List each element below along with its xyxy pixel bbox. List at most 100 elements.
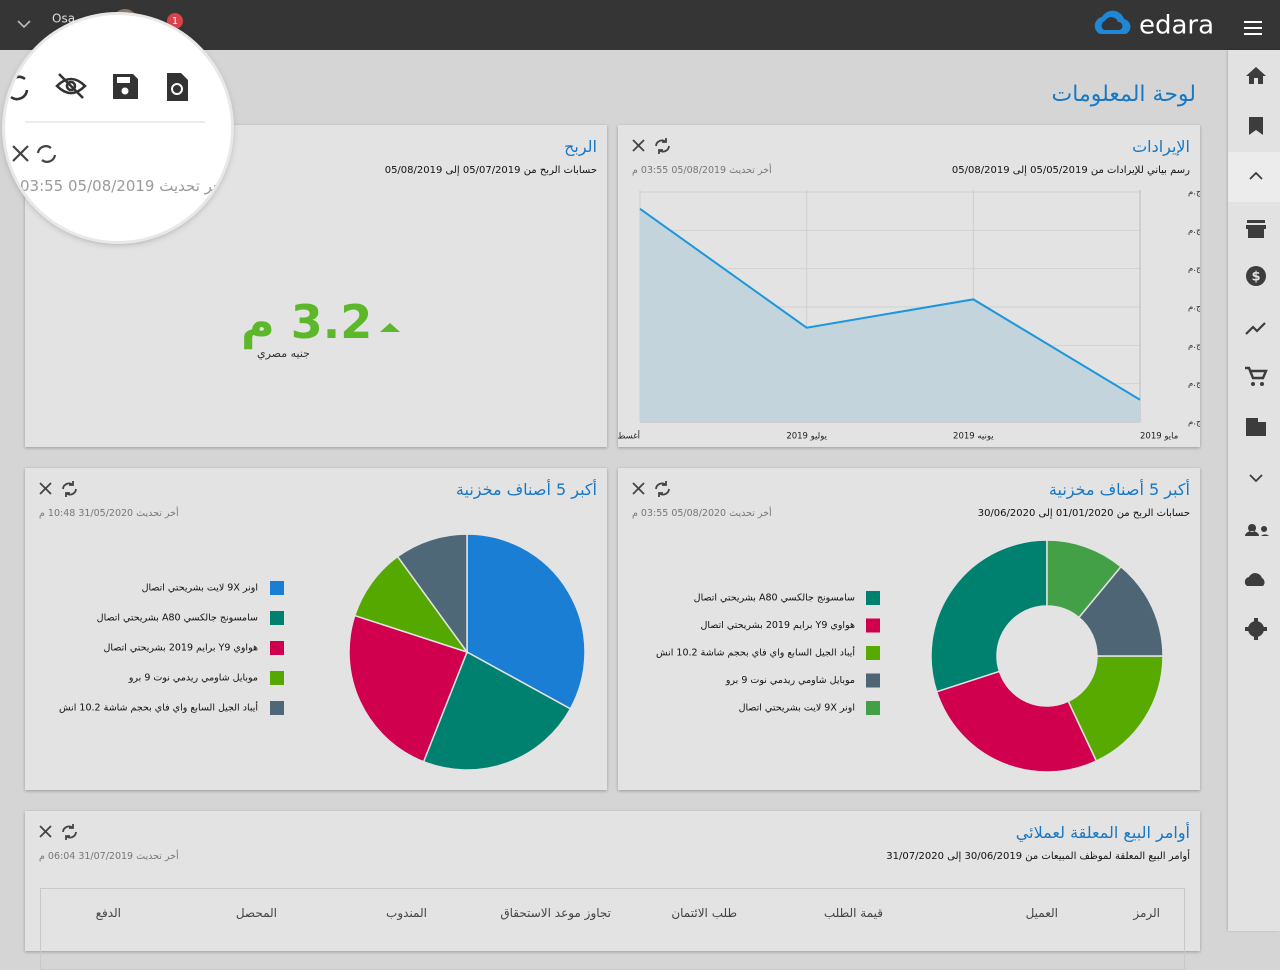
menu-button[interactable] (1244, 21, 1262, 35)
stock-pie-chart: اونر 9X لايت بشريحتي اتصال سامسونج جالكسي… (59, 533, 586, 771)
card-title: أكبر 5 أصناف مخزنية (455, 480, 597, 499)
trend-up-icon (380, 323, 400, 332)
legend-label: اونر 9X لايت بشريحتي اتصال (739, 703, 855, 714)
close-icon[interactable] (39, 825, 52, 838)
column-header[interactable]: طلب الائتمان (671, 906, 737, 920)
column-header[interactable]: المحصل (235, 906, 277, 920)
refresh-icon[interactable] (62, 824, 77, 840)
legend-label: موبايل شاومي ريدمي نوت 9 برو (725, 675, 855, 686)
expand-icon[interactable] (1249, 474, 1263, 483)
refresh-icon[interactable] (655, 138, 670, 154)
column-header[interactable]: العميل (1025, 906, 1058, 920)
refresh-icon[interactable] (655, 481, 670, 497)
collapse-icon[interactable] (1249, 171, 1263, 180)
revenue-card: 0 ج.م 5 م ج.م 10 م ج.م 15 م ج.م 20 م ج.م 25 م… (618, 125, 1200, 447)
legend-swatch (866, 673, 880, 688)
notification-badge[interactable] (167, 13, 183, 29)
close-icon[interactable] (39, 482, 52, 495)
legend-swatch (270, 611, 284, 625)
close-icon[interactable] (632, 482, 645, 495)
kpi-unit: جنيه مصري (257, 347, 310, 360)
slice (466, 533, 586, 710)
y-tick-label: 10 م ج.م (1188, 341, 1200, 351)
y-tick-label: 20 م ج.م (1188, 264, 1200, 274)
legend-label: موبايل شاومي ريدمي نوت 9 برو (128, 673, 258, 684)
card-subtitle: رسم بياني للإيرادات من 05/05/2019 إلى 05… (951, 165, 1190, 176)
slice (1067, 655, 1164, 762)
settings-icon[interactable] (1245, 618, 1267, 640)
card-title: الربح (564, 137, 597, 156)
refresh-icon[interactable] (62, 481, 77, 497)
y-tick-label: 15 م ج.م (1188, 303, 1200, 313)
people-icon[interactable] (1245, 524, 1269, 536)
top-bar: Osa 1 edara (0, 0, 1280, 50)
table-frame (40, 888, 1185, 970)
column-header[interactable]: قيمة الطلب (823, 906, 883, 920)
slice (353, 555, 469, 654)
card-title: أوامر البيع المعلقة لعملائي (1015, 823, 1190, 842)
cart-icon[interactable] (1245, 366, 1268, 380)
y-tick-label: 25 م ج.م (1188, 226, 1200, 236)
slice (396, 533, 468, 655)
legend-swatch (270, 671, 284, 685)
area (640, 208, 1140, 422)
slice (422, 650, 572, 771)
revenue-chart: 0 ج.م 5 م ج.م 10 م ج.م 15 م ج.م 20 م ج.م 25 م… (618, 188, 1200, 442)
slice (348, 614, 468, 763)
column-header[interactable]: المندوب (386, 906, 427, 920)
logo-icon (1094, 10, 1131, 35)
company-icon[interactable] (1246, 418, 1266, 436)
bookmark-icon[interactable] (1249, 117, 1263, 135)
y-tick-label: 5 م ج.م (1188, 379, 1200, 389)
card-actions (39, 481, 77, 497)
magnifier: أخر تحديث 05/08/2019 03:55 (5, 15, 231, 241)
close-icon[interactable] (12, 145, 29, 162)
column-header[interactable]: تجاوز موعد الاستحقاق (500, 906, 611, 920)
user-menu-chevron[interactable] (17, 20, 31, 29)
trend-icon[interactable] (1245, 322, 1266, 335)
card-title: أكبر 5 أصناف مخزنية (1048, 480, 1190, 499)
slice (935, 670, 1098, 773)
legend-swatch (270, 581, 284, 595)
stock-pie-card: اونر 9X لايت بشريحتي اتصال سامسونج جالكسي… (25, 468, 607, 790)
legend-swatch (866, 646, 880, 660)
money-icon[interactable] (1246, 266, 1266, 286)
legend-swatch (270, 701, 284, 715)
card-actions (632, 481, 670, 497)
sidebar-icons: $ (1228, 67, 1280, 640)
legend-swatch (866, 591, 880, 605)
home-icon[interactable] (1246, 67, 1266, 84)
cloud-icon[interactable] (1244, 573, 1265, 586)
notification-count: 1 (172, 16, 178, 27)
page-title: لوحة المعلومات (1051, 82, 1196, 107)
card-subtitle: أوامر البيع المعلقة لموظف المبيعات من 30… (886, 851, 1190, 862)
refresh-all-icon[interactable] (7, 75, 29, 101)
stock-donut-card: سامسونج جالكسي A80 بشريحتي اتصال هواوي Y9… (618, 468, 1200, 790)
column-header[interactable]: الدفع (95, 906, 121, 920)
legend-label: سامسونج جالكسي A80 بشريحتي اتصال (694, 593, 855, 604)
store-icon[interactable] (1246, 220, 1266, 238)
column-header[interactable]: الرمز (1133, 906, 1160, 920)
magnified-icons (7, 73, 205, 163)
x-tick-label: مايو 2019 (1140, 432, 1178, 442)
legend-swatch (866, 618, 880, 633)
sales-orders-card: أوامر البيع المعلقة لعملائي أوامر البيع … (25, 811, 1200, 970)
stock-donut-chart: سامسونج جالكسي A80 بشريحتي اتصال هواوي Y9… (656, 539, 1164, 773)
sidebar-active (1228, 152, 1280, 202)
close-icon[interactable] (632, 139, 645, 152)
hide-icon[interactable] (55, 73, 87, 99)
card-subtitle: حسابات الربح من 01/01/2020 إلى 30/06/202… (977, 508, 1190, 519)
card-updated: أخر تحديث 31/07/2019 06:04 م (39, 851, 179, 862)
x-tick-label: أغسطس 2019 (618, 430, 640, 442)
legend-label: أيباد الجيل السابع واي فاي بحجم شاشة 10.… (656, 646, 855, 659)
legend-label: هواوي Y9 برايم 2019 بشريحتي اتصال (701, 620, 855, 631)
card-actions (39, 824, 77, 840)
refresh-icon[interactable] (36, 145, 57, 163)
restore-icon[interactable] (167, 73, 188, 101)
kpi-value: 3.2 م (241, 295, 373, 349)
logo-text[interactable]: edara (1139, 11, 1214, 41)
slice (1046, 539, 1122, 619)
card-updated: أخر تحديث 05/08/2019 03:55 م (632, 165, 772, 176)
